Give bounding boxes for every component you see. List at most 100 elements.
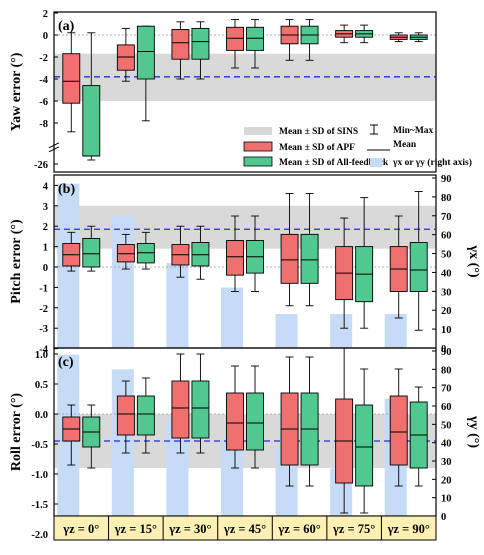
right-tick-label: 0 <box>441 344 446 355</box>
iqr-box <box>82 85 101 157</box>
right-tick-label: 70 <box>441 212 452 223</box>
apf-box-4 <box>280 356 299 487</box>
right-tick-label: 20 <box>441 306 452 317</box>
y-tick-label: 4 <box>43 181 49 192</box>
allfeedback-box-0 <box>82 225 101 272</box>
iqr-box <box>116 244 135 263</box>
y-axis-label: Yaw error (°) <box>9 52 24 131</box>
allfeedback-box-1 <box>136 377 155 454</box>
gamma-bar <box>221 287 243 348</box>
axis-break-mark <box>48 146 60 153</box>
y-tick-label: 0 <box>43 31 48 42</box>
iqr-box <box>226 392 244 451</box>
right-tick-label: 10 <box>441 494 452 505</box>
right-tick-label: 0 <box>441 512 446 523</box>
gamma-bar <box>111 369 134 516</box>
right-tick-label: 30 <box>441 287 452 298</box>
apf-box-6 <box>389 215 408 319</box>
legend-mean-label: Mean <box>393 140 417 150</box>
legend-apf-label: Mean ± SD of APF <box>279 143 355 153</box>
iqr-box <box>171 29 190 60</box>
legend-sins-label: Mean ± SD of SINS <box>279 127 358 137</box>
iqr-box <box>389 395 408 466</box>
allfeedback-box-1 <box>136 231 155 270</box>
panel-label: (a) <box>58 19 75 34</box>
apf-box-4 <box>280 19 299 61</box>
y-tick-label: -3 <box>39 324 48 335</box>
legend-gamma-label: γx or γy (right axis) <box>392 157 472 168</box>
gamma-bar <box>166 263 189 348</box>
allfeedback-box-4 <box>300 193 319 307</box>
right-tick-label: 20 <box>441 475 452 486</box>
y-tick-label: -4 <box>39 345 48 356</box>
iqr-box <box>136 243 155 264</box>
gamma-bar <box>275 314 298 348</box>
category-label: γz = 30° <box>168 522 211 536</box>
allfeedback-box-1 <box>136 25 155 122</box>
apf-box-5 <box>335 217 354 329</box>
apf-box-3 <box>226 365 244 469</box>
apf-box-6 <box>389 368 408 487</box>
y-tick-label: -2 <box>39 304 48 315</box>
category-label: γz = 90° <box>387 522 430 536</box>
apf-box-6 <box>389 32 408 43</box>
panel-frame <box>53 174 437 349</box>
right-tick-label: 80 <box>441 193 452 204</box>
right-tick-label: 60 <box>441 402 452 413</box>
right-tick-label: 90 <box>441 347 452 358</box>
y-tick-label: 1.0 <box>35 350 48 361</box>
allfeedback-box-5 <box>355 24 374 44</box>
right-tick-label: 70 <box>441 384 452 395</box>
y-tick-label: 1 <box>43 243 48 254</box>
right-tick-label: 50 <box>441 420 452 431</box>
panel-label: (b) <box>58 182 75 197</box>
apf-box-2 <box>171 21 190 80</box>
legend-minmax-symbol <box>370 124 378 135</box>
allfeedback-box-0 <box>82 404 101 469</box>
iqr-box <box>300 233 319 284</box>
panel-yaw: 2 0 -2 -4 -6 -8 -26 (a) Yaw error (°) <box>9 9 437 173</box>
panel-label: (c) <box>58 355 74 370</box>
right-axis-label: γy (°) <box>466 415 481 448</box>
category-row <box>53 515 437 541</box>
iqr-box <box>226 26 244 51</box>
axis-break-mark <box>48 142 60 149</box>
allfeedback-box-3 <box>246 365 264 469</box>
allfeedback-box-2 <box>191 225 210 280</box>
apf-box-3 <box>226 19 244 69</box>
right-tick-label: 80 <box>441 365 452 376</box>
apf-box-5 <box>335 24 354 44</box>
allfeedback-box-0 <box>82 32 101 161</box>
iqr-box <box>62 53 81 104</box>
legend-apf-swatch <box>243 141 273 152</box>
y-tick-label: 0.5 <box>35 380 48 391</box>
category-label: γz = 60° <box>277 522 320 536</box>
panel-roll: 1.0 0.5 0.0 -0.5 -1.0 -1.5 -2.0 (c) Roll error (… <box>9 347 481 541</box>
legend-gamma-swatch <box>370 158 382 167</box>
category-label: γz = 0° <box>62 522 99 536</box>
iqr-box <box>409 242 428 292</box>
apf-box-3 <box>226 215 244 292</box>
apf-box-1 <box>116 233 135 270</box>
right-tick-label: 90 <box>441 174 452 185</box>
gamma-bar <box>166 418 189 516</box>
allfeedback-box-5 <box>355 368 374 514</box>
right-tick-label: 40 <box>441 439 452 450</box>
right-tick-label: 50 <box>441 250 452 261</box>
y-tick-label: 2 <box>43 222 48 233</box>
legend-allfeedback-label: Mean ± SD of All-feedback <box>279 158 389 168</box>
iqr-box <box>246 26 264 51</box>
apf-box-0 <box>62 404 81 466</box>
right-tick-label: 40 <box>441 268 452 279</box>
apf-box-2 <box>171 353 190 454</box>
iqr-box <box>226 240 244 276</box>
legend-sins-swatch <box>244 127 272 135</box>
iqr-box <box>246 392 264 451</box>
apf-box-0 <box>62 231 81 272</box>
y-tick-label: -8 <box>39 119 48 130</box>
right-tick-label: 30 <box>441 457 452 468</box>
y-tick-label: -26 <box>34 160 48 171</box>
y-tick-label: -1 <box>39 283 48 294</box>
